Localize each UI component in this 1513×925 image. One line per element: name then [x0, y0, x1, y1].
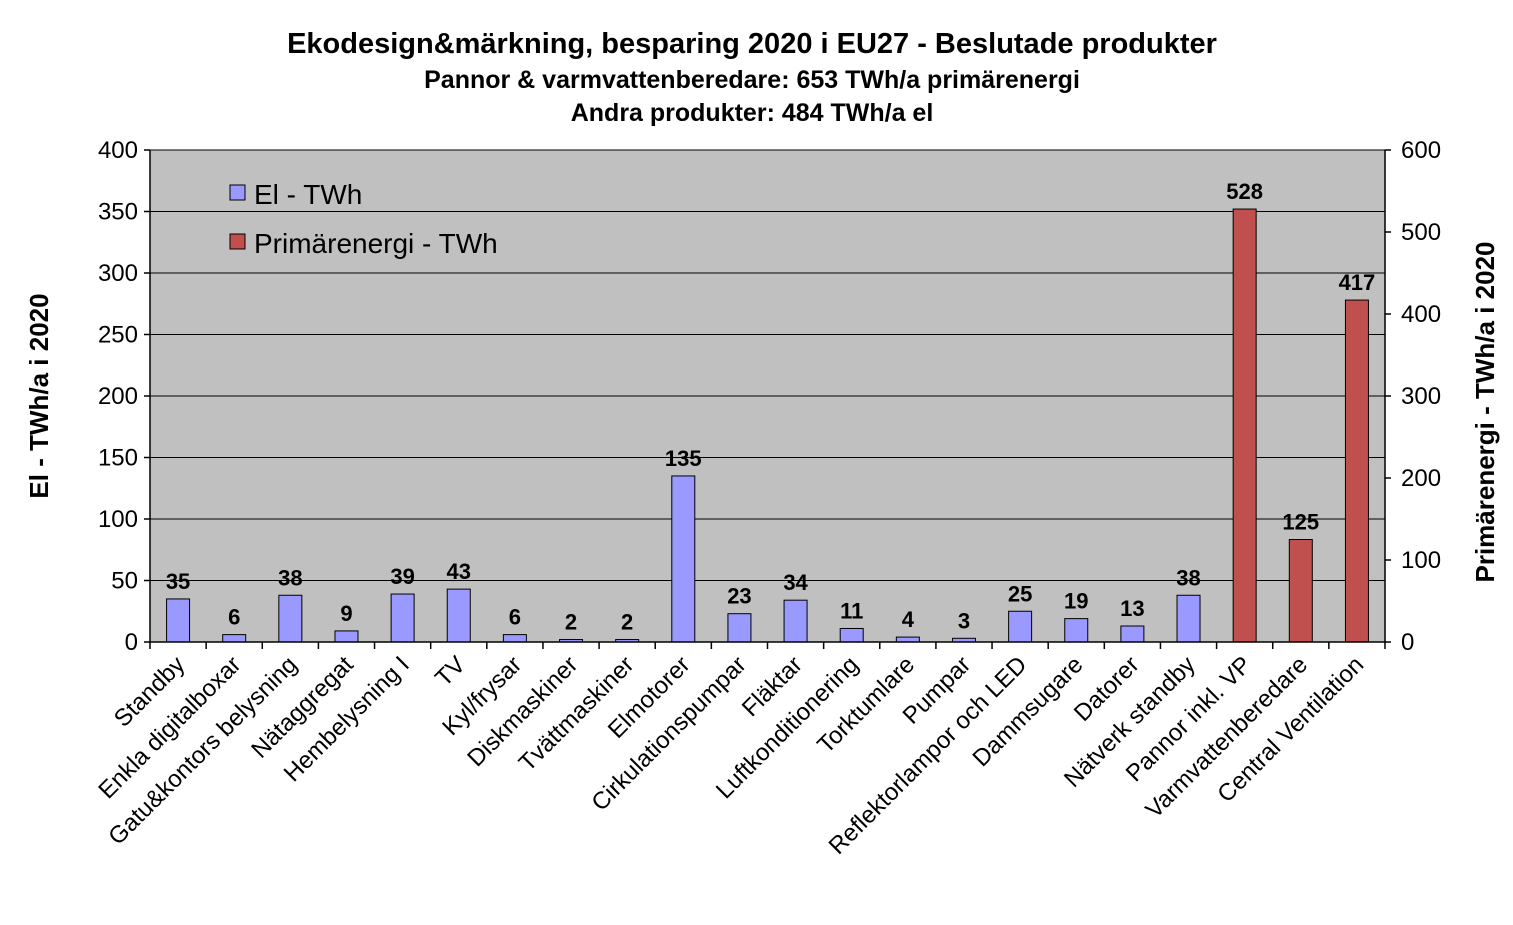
data-label: 19 — [1064, 589, 1088, 614]
data-label: 4 — [902, 607, 915, 632]
y-tick-label-left: 300 — [98, 260, 138, 287]
data-label: 125 — [1282, 510, 1319, 535]
data-label: 34 — [783, 570, 808, 595]
bar — [446, 588, 471, 643]
y-tick-label-right: 100 — [1401, 547, 1441, 574]
bar — [783, 599, 808, 643]
gridlines — [150, 149, 1385, 581]
data-label: 43 — [447, 559, 471, 584]
bar — [278, 594, 303, 643]
bar — [1176, 594, 1201, 643]
bar — [166, 598, 191, 643]
data-label: 39 — [390, 564, 414, 589]
category-label: TV — [430, 651, 471, 692]
y-tick-label-right: 600 — [1401, 137, 1441, 164]
bar — [1008, 610, 1033, 643]
bar — [671, 475, 696, 643]
y-tick-label-left: 0 — [125, 629, 138, 656]
y-tick-label-right: 400 — [1401, 301, 1441, 328]
data-label: 528 — [1226, 179, 1263, 204]
data-label: 2 — [621, 610, 633, 635]
chart-subtitle-2: Andra produkter: 484 TWh/a el — [571, 99, 934, 127]
y-axis-title-left: El - TWh/a i 2020 — [24, 293, 54, 498]
data-label: 417 — [1339, 270, 1376, 295]
bars — [166, 208, 1369, 643]
bar — [1064, 618, 1089, 643]
y-tick-label-right: 200 — [1401, 465, 1441, 492]
y-tick-label-left: 50 — [111, 568, 138, 595]
data-label: 135 — [665, 446, 702, 471]
data-label: 9 — [340, 601, 352, 626]
data-label: 2 — [565, 610, 577, 635]
axes: 0 50 100 150 200 250 300 350 400 0 100 200 300 400 500… — [98, 137, 1441, 656]
y-tick-label-left: 250 — [98, 322, 138, 349]
data-label: 38 — [278, 565, 302, 590]
legend-label-el: El - TWh — [254, 179, 362, 210]
data-label: 13 — [1120, 596, 1144, 621]
bar — [839, 627, 864, 643]
y-tick-label-left: 150 — [98, 445, 138, 472]
y-tick-label-right: 300 — [1401, 383, 1441, 410]
data-label: 3 — [958, 608, 970, 633]
y-tick-label-right: 0 — [1401, 629, 1414, 656]
chart-subtitle-1: Pannor & varmvattenberedare: 653 TWh/a p… — [424, 66, 1080, 94]
bar — [727, 613, 752, 643]
bar — [1288, 539, 1313, 643]
data-label: 25 — [1008, 581, 1032, 606]
bar — [390, 593, 415, 643]
y-axis-title-right: Primärenergi - TWh/a i 2020 — [1470, 241, 1500, 582]
data-label: 11 — [840, 598, 863, 623]
chart-title: Ekodesign&märkning, besparing 2020 i EU2… — [287, 28, 1217, 60]
legend-swatch-el — [229, 184, 246, 201]
data-label: 35 — [166, 569, 190, 594]
bar — [1344, 299, 1369, 643]
y-tick-label-left: 100 — [98, 506, 138, 533]
legend: El - TWh Primärenergi - TWh — [229, 179, 498, 259]
data-label: 23 — [727, 584, 751, 609]
bar — [222, 634, 247, 643]
legend-label-primarenergi: Primärenergi - TWh — [254, 228, 498, 259]
y-tick-label-right: 500 — [1401, 219, 1441, 246]
legend-swatch-primarenergi — [229, 233, 246, 250]
data-label: 38 — [1176, 565, 1200, 590]
y-tick-label-left: 400 — [98, 137, 138, 164]
data-label: 6 — [228, 605, 240, 630]
bar — [334, 630, 359, 643]
y-tick-label-left: 350 — [98, 199, 138, 226]
bar — [502, 634, 527, 643]
y-tick-label-left: 200 — [98, 383, 138, 410]
bar — [1232, 208, 1257, 643]
bar — [1120, 625, 1145, 643]
data-label: 6 — [509, 605, 521, 630]
